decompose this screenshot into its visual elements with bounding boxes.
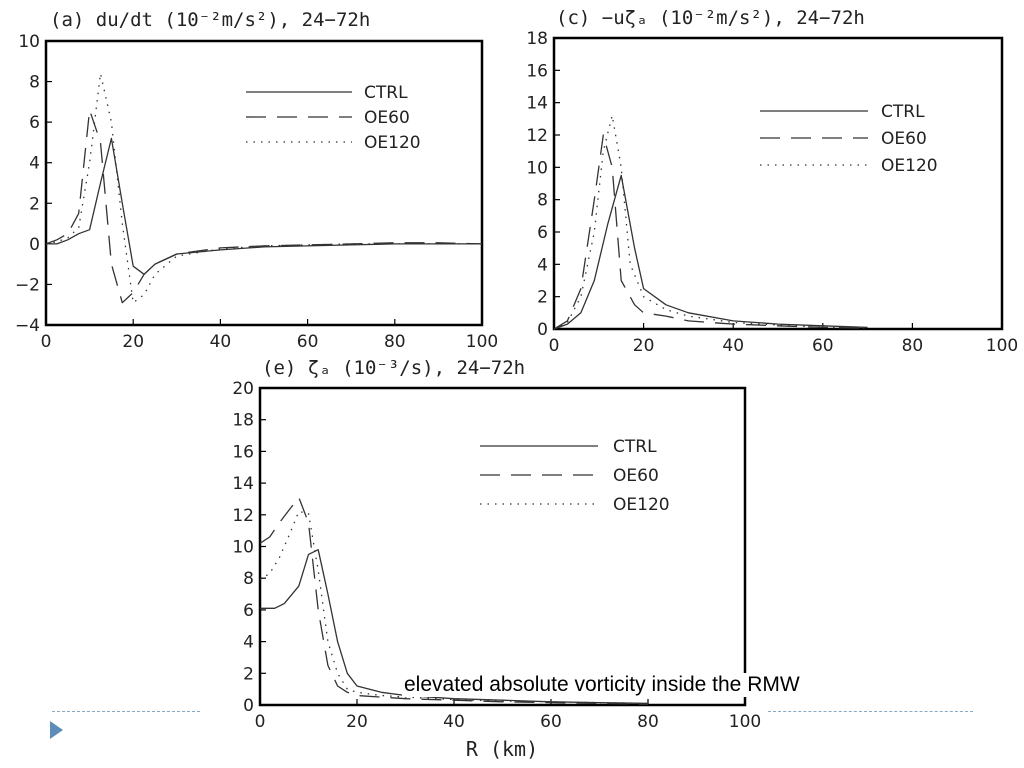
- y-tick-label: 6: [243, 601, 254, 621]
- y-tick-label: 14: [526, 94, 548, 114]
- series-line-oe60: [45, 109, 483, 304]
- triangle-bullet-icon: [50, 721, 63, 739]
- legend-label-oe120: OE120: [613, 495, 670, 515]
- y-tick-label: 20: [232, 379, 254, 399]
- y-tick-label: −2: [15, 275, 40, 295]
- y-tick-label: 16: [526, 61, 548, 81]
- y-tick-label: 0: [243, 696, 254, 716]
- legend-label-ctrl: CTRL: [613, 437, 657, 457]
- y-tick-label: 4: [243, 633, 254, 653]
- y-tick-label: 0: [537, 320, 548, 340]
- legend-label-oe60: OE60: [881, 129, 927, 149]
- x-axis-label: R (km): [466, 737, 538, 761]
- legend-label-ctrl: CTRL: [364, 83, 408, 103]
- y-tick-label: 0: [29, 235, 40, 255]
- y-tick-label: −4: [15, 316, 40, 336]
- x-tick-label: 40: [443, 712, 465, 732]
- legend-label-oe120: OE120: [881, 156, 938, 176]
- x-tick-label: 0: [549, 336, 560, 356]
- y-tick-label: 10: [18, 32, 40, 52]
- x-tick-label: 0: [255, 712, 266, 732]
- plot-frame: [552, 36, 1004, 331]
- series-line-oe60: [259, 496, 649, 705]
- y-tick-label: 8: [29, 73, 40, 93]
- y-tick-label: 18: [526, 29, 548, 49]
- x-tick-label: 100: [729, 712, 761, 732]
- legend-label-oe60: OE60: [364, 108, 410, 128]
- slide-caption: elevated absolute vorticity inside the R…: [402, 673, 802, 697]
- y-tick-label: 10: [526, 158, 548, 178]
- x-tick-label: 80: [384, 332, 406, 352]
- y-tick-label: 6: [537, 223, 548, 243]
- y-tick-label: 8: [243, 569, 254, 589]
- x-tick-label: 80: [637, 712, 659, 732]
- legend-label-ctrl: CTRL: [881, 102, 925, 122]
- chart-panel-e: (e) ζₐ (10⁻³/s), 24−72h 0 20 40 60 80 100 0 2 4 6 8…: [232, 357, 761, 761]
- y-tick-label: 4: [537, 255, 548, 275]
- y-tick-label: 16: [232, 442, 254, 462]
- x-tick-label: 60: [540, 712, 562, 732]
- x-tick-label: 20: [122, 332, 144, 352]
- y-tick-label: 12: [526, 126, 548, 146]
- legend-label-oe120: OE120: [364, 133, 421, 153]
- y-tick-label: 2: [243, 664, 254, 684]
- y-tick-label: 6: [29, 113, 40, 133]
- x-tick-label: 100: [986, 336, 1018, 356]
- x-tick-label: 60: [812, 336, 834, 356]
- chart-title: (a) du/dt (10⁻²m/s²), 24−72h: [50, 9, 370, 31]
- chart-title: (e) ζₐ (10⁻³/s), 24−72h: [262, 357, 525, 379]
- plot-frame: [44, 39, 484, 327]
- chart-title: (c) −uζₐ (10⁻²m/s²), 24−72h: [556, 7, 865, 29]
- legend-label-oe60: OE60: [613, 466, 659, 486]
- x-tick-label: 40: [210, 332, 232, 352]
- x-tick-label: 40: [722, 336, 744, 356]
- series-line-oe120: [259, 510, 649, 705]
- series-line-oe60: [553, 134, 868, 330]
- y-tick-label: 8: [537, 191, 548, 211]
- y-tick-label: 2: [537, 288, 548, 308]
- x-tick-label: 0: [41, 332, 52, 352]
- y-tick-label: 4: [29, 154, 40, 174]
- series-line-ctrl: [46, 137, 482, 275]
- x-tick-label: 20: [346, 712, 368, 732]
- y-tick-label: 10: [232, 538, 254, 558]
- x-tick-label: 80: [902, 336, 924, 356]
- x-tick-label: 100: [466, 332, 498, 352]
- x-tick-label: 20: [633, 336, 655, 356]
- series-line-ctrl: [553, 174, 868, 330]
- y-tick-label: 12: [232, 506, 254, 526]
- footer-rule-right: [768, 711, 973, 712]
- y-tick-label: 14: [232, 474, 254, 494]
- y-tick-label: 18: [232, 411, 254, 431]
- y-tick-label: 2: [29, 194, 40, 214]
- plot-frame: [258, 386, 747, 707]
- footer-rule-left: [52, 711, 200, 712]
- chart-panel-c: (c) −uζₐ (10⁻²m/s²), 24−72h 0 20 40 60 80 100 0…: [526, 7, 1018, 356]
- x-tick-label: 60: [297, 332, 319, 352]
- series-line-oe120: [45, 72, 482, 304]
